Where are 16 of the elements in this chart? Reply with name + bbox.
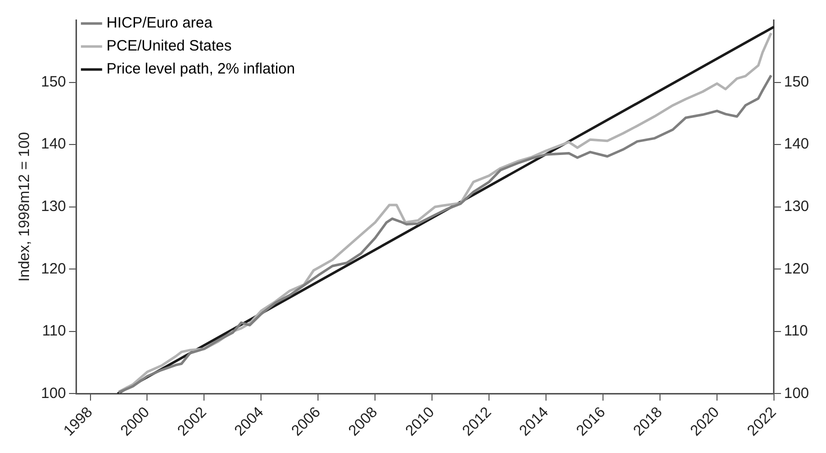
legend-label: Price level path, 2% inflation — [106, 60, 295, 78]
y-tick-label: 150 — [40, 73, 66, 90]
y2-tick-label: 150 — [784, 73, 810, 90]
y-tick-label: 120 — [40, 260, 66, 278]
legend-label: HICP/Euro area — [106, 14, 214, 32]
y2-tick-label: 100 — [784, 384, 810, 402]
y2-tick-label: 120 — [784, 260, 810, 278]
y2-tick-label: 140 — [784, 136, 810, 153]
y-tick-label: 130 — [40, 198, 66, 215]
y2-tick-label: 110 — [784, 322, 808, 340]
y2-tick-label: 130 — [784, 198, 810, 215]
y-axis-title: Index, 1998m12 = 100 — [16, 132, 34, 282]
y-tick-label: 100 — [40, 384, 66, 402]
legend-label: PCE/United States — [106, 38, 232, 55]
y-tick-label: 140 — [40, 136, 66, 153]
y-tick-label: 110 — [42, 322, 66, 340]
